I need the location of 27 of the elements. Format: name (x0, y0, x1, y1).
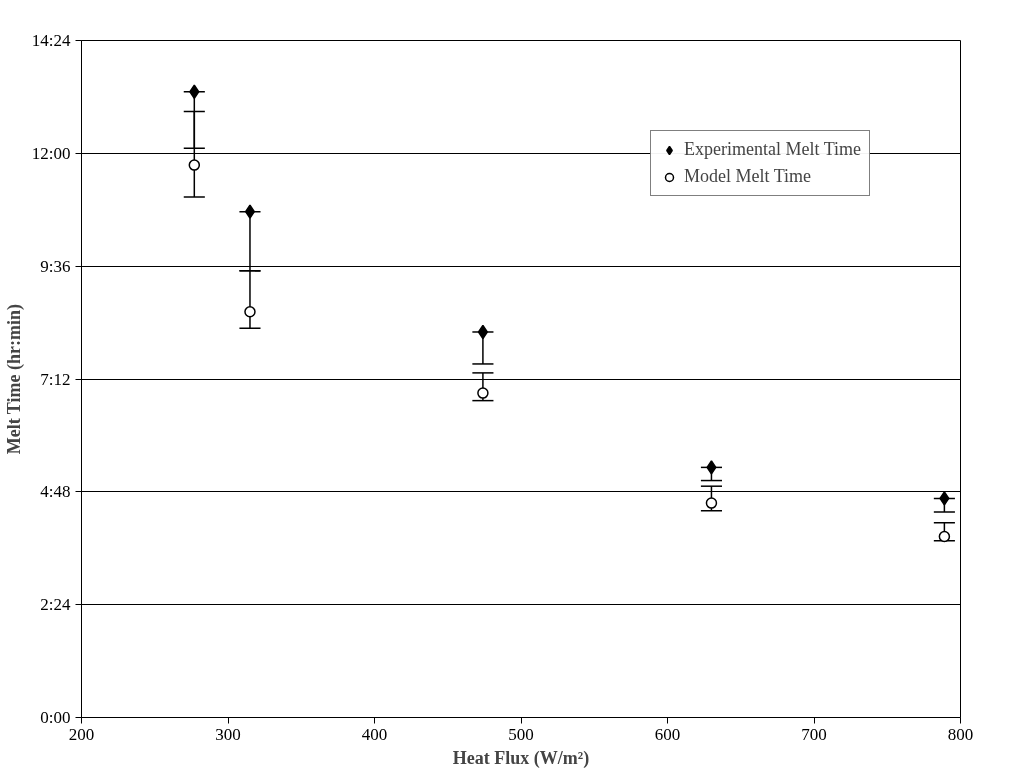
x-axis-title: Heat Flux (W/m²) (452, 747, 590, 769)
point (706, 460, 717, 475)
point (939, 491, 950, 506)
point (244, 306, 256, 318)
x-tick-label: 400 (361, 724, 388, 744)
point (705, 497, 718, 509)
x-tick-label: 300 (215, 724, 241, 744)
x-tick-label: 200 (68, 724, 95, 744)
legend-label: Model Melt Time (684, 166, 812, 187)
point (244, 204, 256, 219)
point (477, 387, 489, 399)
legend-label: Experimental Melt Time (684, 139, 861, 160)
y-tick-label: 12:00 (31, 143, 71, 163)
point (188, 159, 201, 171)
x-tick-label: 700 (801, 724, 827, 744)
x-tick-label: 800 (947, 724, 974, 744)
y-tick-label: 4:48 (40, 482, 71, 502)
y-tick-label: 7:12 (40, 369, 71, 389)
y-tick-label: 14:24 (31, 31, 71, 50)
point (938, 530, 951, 543)
y-tick-label: 2:24 (40, 595, 71, 615)
y-tick-label: 0:00 (40, 708, 71, 727)
x-tick-label: 500 (508, 724, 534, 744)
y-axis-title: Melt Time (hr:min) (3, 304, 25, 455)
x-tick-label: 600 (654, 724, 681, 744)
y-tick-label: 9:36 (40, 256, 71, 276)
point (189, 84, 200, 99)
